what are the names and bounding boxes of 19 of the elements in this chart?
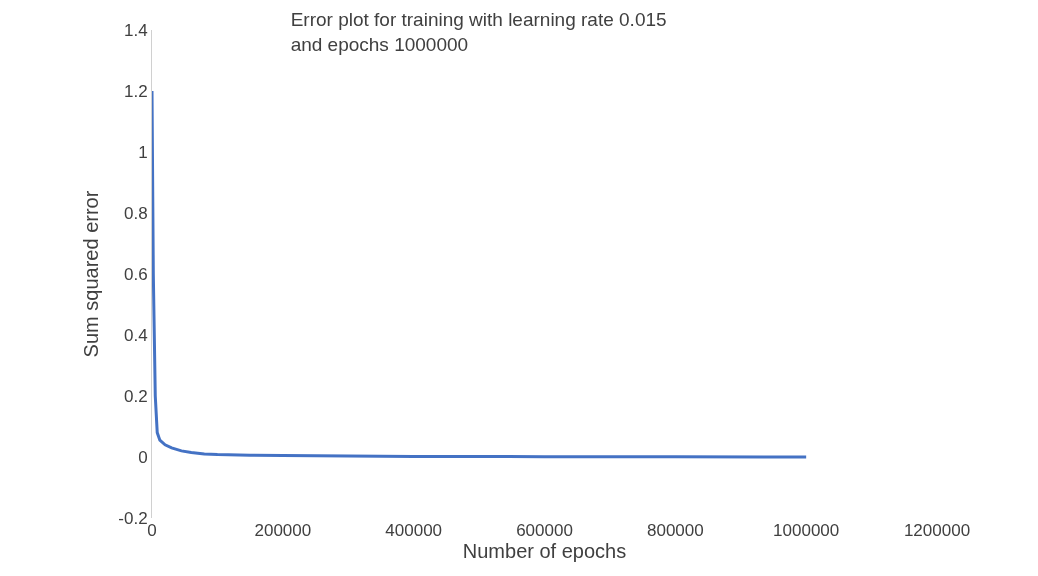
y-tick-label: 0.2 [123,386,148,406]
line-series [152,89,808,459]
y-tick-label: 0.6 [123,264,148,284]
x-tick-label: 1000000 [773,521,840,540]
y-tick-label: -0.2 [118,508,148,528]
y-tick-label: 0 [138,447,148,467]
y-tick-label: 0.8 [123,203,148,223]
y-tick-label: 1.2 [123,81,148,101]
y-tick-label: 1 [138,142,148,162]
y-axis-title: Sum squared error [79,190,102,358]
x-tick-label: 800000 [646,521,704,540]
chart-title: Error plot for training with learning rate 0.015 and epochs 1000000 [290,8,667,55]
x-tick-label: 400000 [385,521,443,540]
x-axis-title: Number of epochs [462,540,627,562]
x-tick-label: 200000 [254,521,312,540]
x-tick-label: 1200000 [903,521,971,540]
y-tick-label: 1.4 [123,20,148,40]
y-tick-label: 0.4 [123,325,148,345]
x-tick-label: 600000 [516,521,573,540]
